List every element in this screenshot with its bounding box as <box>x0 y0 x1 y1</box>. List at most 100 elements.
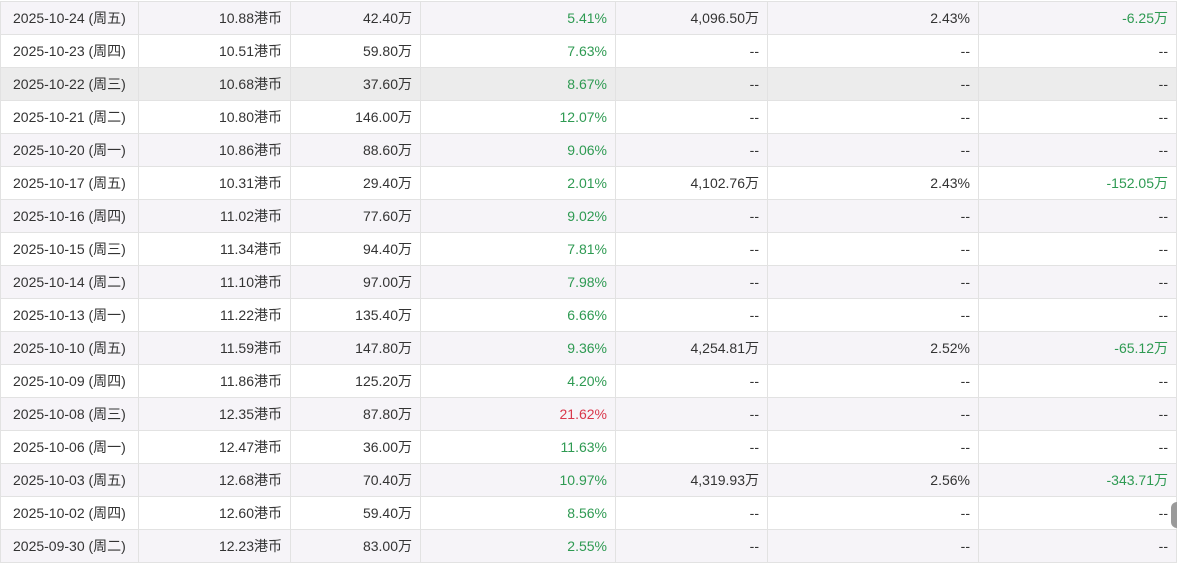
cell-change: -343.71万 <box>978 463 1177 497</box>
cell-volume: 97.00万 <box>290 265 421 299</box>
cell-percent: -- <box>767 34 979 68</box>
cell-change: -- <box>978 133 1177 167</box>
cell-volume: 59.80万 <box>290 34 421 68</box>
table-row[interactable]: 2025-10-20 (周一) 10.86港币 88.60万 9.06% -- -- -- <box>0 133 1177 167</box>
cell-percent: 2.43% <box>767 166 979 200</box>
table-row[interactable]: 2025-09-30 (周二) 12.23港币 83.00万 2.55% -- -- -- <box>0 529 1177 563</box>
cell-percent: -- <box>767 298 979 332</box>
cell-ratio: 7.81% <box>420 232 616 266</box>
cell-price: 10.68港币 <box>138 67 291 101</box>
cell-percent: -- <box>767 430 979 464</box>
cell-price: 10.31港币 <box>138 166 291 200</box>
cell-change: -- <box>978 430 1177 464</box>
cell-date: 2025-10-06 (周一) <box>0 430 139 464</box>
cell-percent: -- <box>767 364 979 398</box>
cell-price: 12.35港币 <box>138 397 291 431</box>
cell-shares: -- <box>615 529 768 563</box>
table-row[interactable]: 2025-10-15 (周三) 11.34港币 94.40万 7.81% -- -- -- <box>0 232 1177 266</box>
cell-change: -- <box>978 199 1177 233</box>
table-row[interactable]: 2025-10-10 (周五) 11.59港币 147.80万 9.36% 4,254.… <box>0 331 1177 365</box>
cell-percent: -- <box>767 397 979 431</box>
table-row[interactable]: 2025-10-21 (周二) 10.80港币 146.00万 12.07% -- -- -… <box>0 100 1177 134</box>
table-row[interactable]: 2025-10-06 (周一) 12.47港币 36.00万 11.63% -- -- -- <box>0 430 1177 464</box>
cell-shares: -- <box>615 100 768 134</box>
cell-price: 12.47港币 <box>138 430 291 464</box>
cell-shares: -- <box>615 397 768 431</box>
cell-date: 2025-10-17 (周五) <box>0 166 139 200</box>
cell-ratio: 7.63% <box>420 34 616 68</box>
table-row[interactable]: 2025-10-02 (周四) 12.60港币 59.40万 8.56% -- -- -- <box>0 496 1177 530</box>
cell-shares: -- <box>615 34 768 68</box>
table-row[interactable]: 2025-10-14 (周二) 11.10港币 97.00万 7.98% -- -- -- <box>0 265 1177 299</box>
cell-volume: 29.40万 <box>290 166 421 200</box>
cell-volume: 77.60万 <box>290 199 421 233</box>
cell-price: 12.60港币 <box>138 496 291 530</box>
cell-volume: 59.40万 <box>290 496 421 530</box>
cell-percent: -- <box>767 496 979 530</box>
table-row[interactable]: 2025-10-23 (周四) 10.51港币 59.80万 7.63% -- -- -- <box>0 34 1177 68</box>
cell-price: 11.34港币 <box>138 232 291 266</box>
cell-change: -- <box>978 298 1177 332</box>
cell-shares: 4,319.93万 <box>615 463 768 497</box>
table-row[interactable]: 2025-10-03 (周五) 12.68港币 70.40万 10.97% 4,319.… <box>0 463 1177 497</box>
cell-change: -- <box>978 100 1177 134</box>
cell-percent: 2.56% <box>767 463 979 497</box>
cell-volume: 94.40万 <box>290 232 421 266</box>
cell-ratio: 8.67% <box>420 67 616 101</box>
table-row[interactable]: 2025-10-08 (周三) 12.35港币 87.80万 21.62% -- -- -- <box>0 397 1177 431</box>
cell-shares: -- <box>615 133 768 167</box>
cell-volume: 146.00万 <box>290 100 421 134</box>
cell-ratio: 5.41% <box>420 1 616 35</box>
table-row[interactable]: 2025-10-17 (周五) 10.31港币 29.40万 2.01% 4,102.7… <box>0 166 1177 200</box>
cell-percent: -- <box>767 133 979 167</box>
cell-change: -- <box>978 364 1177 398</box>
cell-price: 11.10港币 <box>138 265 291 299</box>
cell-date: 2025-10-24 (周五) <box>0 1 139 35</box>
cell-ratio: 8.56% <box>420 496 616 530</box>
cell-date: 2025-10-21 (周二) <box>0 100 139 134</box>
cell-shares: -- <box>615 67 768 101</box>
cell-price: 10.86港币 <box>138 133 291 167</box>
table-row[interactable]: 2025-10-22 (周三) 10.68港币 37.60万 8.67% -- -- -- <box>0 67 1177 101</box>
cell-date: 2025-10-14 (周二) <box>0 265 139 299</box>
cell-date: 2025-10-08 (周三) <box>0 397 139 431</box>
cell-percent: -- <box>767 100 979 134</box>
cell-ratio: 9.02% <box>420 199 616 233</box>
cell-percent: 2.52% <box>767 331 979 365</box>
cell-price: 11.22港币 <box>138 298 291 332</box>
cell-date: 2025-10-20 (周一) <box>0 133 139 167</box>
cell-date: 2025-10-23 (周四) <box>0 34 139 68</box>
cell-change: -65.12万 <box>978 331 1177 365</box>
cell-volume: 147.80万 <box>290 331 421 365</box>
cell-change: -6.25万 <box>978 1 1177 35</box>
cell-shares: -- <box>615 364 768 398</box>
table-row[interactable]: 2025-10-16 (周四) 11.02港币 77.60万 9.02% -- -- -- <box>0 199 1177 233</box>
cell-percent: 2.43% <box>767 1 979 35</box>
cell-change: -- <box>978 232 1177 266</box>
table-row[interactable]: 2025-10-09 (周四) 11.86港币 125.20万 4.20% -- -- -- <box>0 364 1177 398</box>
cell-volume: 70.40万 <box>290 463 421 497</box>
cell-shares: -- <box>615 298 768 332</box>
cell-ratio: 11.63% <box>420 430 616 464</box>
cell-price: 12.68港币 <box>138 463 291 497</box>
cell-date: 2025-10-10 (周五) <box>0 331 139 365</box>
table-row[interactable]: 2025-10-13 (周一) 11.22港币 135.40万 6.66% -- -- -- <box>0 298 1177 332</box>
cell-ratio: 12.07% <box>420 100 616 134</box>
cell-change: -- <box>978 265 1177 299</box>
cell-ratio: 2.55% <box>420 529 616 563</box>
cell-ratio: 2.01% <box>420 166 616 200</box>
cell-date: 2025-09-30 (周二) <box>0 529 139 563</box>
cell-price: 10.51港币 <box>138 34 291 68</box>
cell-ratio: 4.20% <box>420 364 616 398</box>
cell-ratio: 9.36% <box>420 331 616 365</box>
cell-date: 2025-10-22 (周三) <box>0 67 139 101</box>
cell-volume: 37.60万 <box>290 67 421 101</box>
cell-shares: -- <box>615 232 768 266</box>
cell-price: 11.02港币 <box>138 199 291 233</box>
cell-shares: -- <box>615 199 768 233</box>
scrollbar-thumb[interactable] <box>1171 502 1177 528</box>
cell-ratio: 21.62% <box>420 397 616 431</box>
cell-shares: -- <box>615 496 768 530</box>
cell-percent: -- <box>767 529 979 563</box>
table-row[interactable]: 2025-10-24 (周五) 10.88港币 42.40万 5.41% 4,096.5… <box>0 1 1177 35</box>
